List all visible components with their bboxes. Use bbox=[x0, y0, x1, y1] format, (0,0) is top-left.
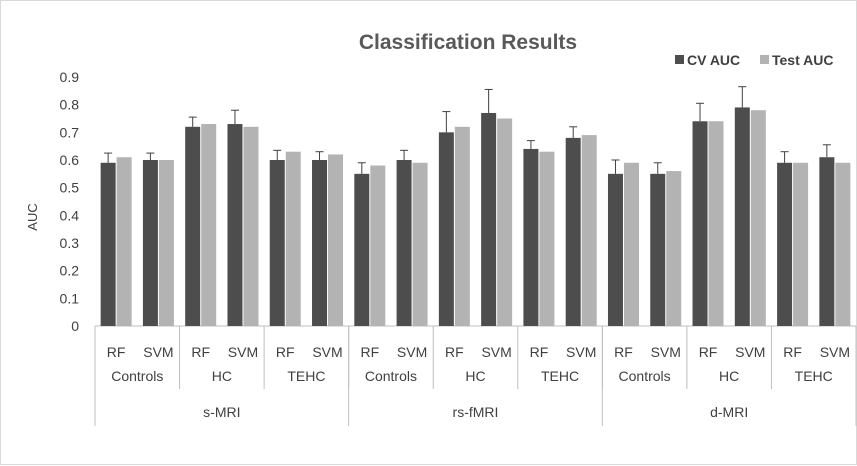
bar-cv-auc bbox=[650, 173, 666, 326]
bar-test-auc bbox=[793, 162, 809, 326]
group-label: Controls bbox=[365, 368, 417, 384]
y-tick-label: 0 bbox=[71, 318, 79, 334]
modality-label: s-MRI bbox=[203, 404, 240, 420]
x-tick-label: SVM bbox=[228, 344, 258, 360]
x-tick-label: SVM bbox=[820, 344, 850, 360]
group-label: Controls bbox=[619, 368, 671, 384]
group-label: TEHC bbox=[541, 368, 579, 384]
bar-cv-auc bbox=[523, 148, 539, 326]
bar-cv-auc bbox=[438, 132, 454, 326]
bar-cv-auc bbox=[227, 124, 243, 327]
legend: CV AUC Test AUC bbox=[675, 52, 833, 68]
group-label: HC bbox=[719, 368, 739, 384]
x-tick-label: RF bbox=[107, 344, 126, 360]
y-tick-label: 0.6 bbox=[60, 152, 80, 168]
bar-test-auc bbox=[539, 151, 555, 326]
bar-cv-auc bbox=[692, 121, 708, 327]
bar-test-auc bbox=[497, 118, 513, 326]
bar-test-auc bbox=[201, 124, 217, 327]
bar-cv-auc bbox=[100, 162, 116, 326]
group-label: TEHC bbox=[795, 368, 833, 384]
bar-cv-auc bbox=[481, 112, 497, 326]
chart-marks: 0 0.1 0.2 0.3 0.4 0.5 0.6 0.7 0.8 0.9 RF SVM RF SVM RF… bbox=[60, 69, 857, 426]
chart-title: Classification Results bbox=[359, 31, 577, 54]
group-label: TEHC bbox=[287, 368, 325, 384]
bar-test-auc bbox=[454, 126, 470, 326]
y-tick-label: 0.1 bbox=[60, 290, 80, 306]
x-tick-label: RF bbox=[530, 344, 549, 360]
x-tick-label: SVM bbox=[397, 344, 427, 360]
x-tick-label: RF bbox=[360, 344, 379, 360]
y-tick-label: 0.9 bbox=[60, 69, 80, 85]
bar-cv-auc bbox=[734, 107, 750, 326]
x-tick-label: RF bbox=[276, 344, 295, 360]
bar-test-auc bbox=[243, 126, 259, 326]
bar-cv-auc bbox=[607, 173, 623, 326]
bar-test-auc bbox=[370, 165, 386, 326]
bar-test-auc bbox=[708, 121, 724, 327]
bar-cv-auc bbox=[185, 126, 201, 326]
x-tick-label: SVM bbox=[481, 344, 511, 360]
bar-test-auc bbox=[328, 154, 344, 326]
bar-cv-auc bbox=[565, 137, 581, 326]
bar-cv-auc bbox=[396, 160, 412, 326]
bar-cv-auc bbox=[819, 157, 835, 326]
x-tick-label: RF bbox=[783, 344, 802, 360]
group-label: Controls bbox=[111, 368, 163, 384]
x-tick-label: RF bbox=[699, 344, 718, 360]
bar-test-auc bbox=[666, 171, 682, 326]
x-tick-label: SVM bbox=[735, 344, 765, 360]
group-label: HC bbox=[212, 368, 232, 384]
x-tick-label: SVM bbox=[312, 344, 342, 360]
legend-label-test-auc: Test AUC bbox=[772, 52, 833, 68]
bar-cv-auc bbox=[312, 160, 328, 326]
x-tick-label: RF bbox=[191, 344, 210, 360]
y-axis-label: AUC bbox=[25, 203, 40, 230]
legend-swatch-cv-auc bbox=[675, 55, 684, 64]
x-tick-label: SVM bbox=[651, 344, 681, 360]
y-tick-label: 0.7 bbox=[60, 124, 80, 140]
bar-test-auc bbox=[285, 151, 301, 326]
bar-test-auc bbox=[412, 162, 428, 326]
modality-label: d-MRI bbox=[710, 404, 748, 420]
y-tick-label: 0.5 bbox=[60, 180, 80, 196]
x-tick-label: SVM bbox=[143, 344, 173, 360]
x-tick-label: RF bbox=[614, 344, 633, 360]
x-tick-label: RF bbox=[445, 344, 464, 360]
bar-test-auc bbox=[158, 160, 174, 326]
legend-swatch-test-auc bbox=[760, 55, 769, 64]
bar-cv-auc bbox=[777, 162, 793, 326]
bar-test-auc bbox=[750, 110, 766, 326]
y-tick-label: 0.3 bbox=[60, 235, 80, 251]
bar-test-auc bbox=[581, 135, 597, 326]
bar-test-auc bbox=[835, 162, 851, 326]
y-tick-label: 0.8 bbox=[60, 97, 80, 113]
modality-label: rs-fMRI bbox=[453, 404, 499, 420]
y-tick-label: 0.2 bbox=[60, 263, 80, 279]
y-tick-label: 0.4 bbox=[60, 207, 80, 223]
group-label: HC bbox=[465, 368, 485, 384]
bar-cv-auc bbox=[142, 160, 158, 326]
x-tick-label: SVM bbox=[566, 344, 596, 360]
bar-test-auc bbox=[116, 157, 132, 326]
bar-cv-auc bbox=[269, 160, 285, 326]
bar-test-auc bbox=[623, 162, 639, 326]
bar-cv-auc bbox=[354, 173, 370, 326]
legend-label-cv-auc: CV AUC bbox=[687, 52, 740, 68]
